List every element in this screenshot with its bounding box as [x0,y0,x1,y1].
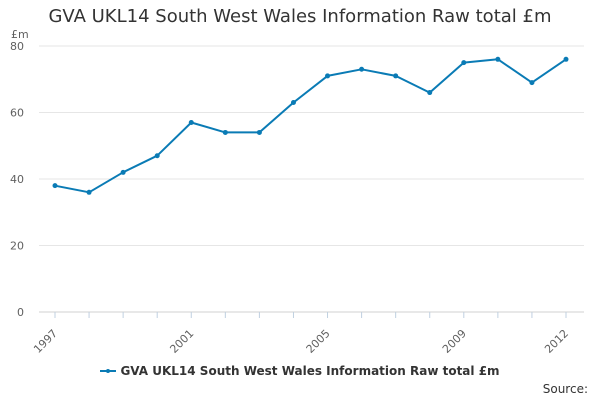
y-tick-label: 60 [10,107,24,120]
data-point [495,56,501,62]
data-point [120,169,126,175]
data-point [52,183,58,189]
data-point [461,60,467,66]
x-tick-label: 2012 [542,327,571,356]
data-point [86,189,92,195]
x-tick-label: 2005 [304,327,333,356]
legend-line-marker-icon [100,366,117,376]
legend-label: GVA UKL14 South West Wales Information R… [120,364,500,378]
y-axis-unit-label: £m [11,28,29,41]
legend-item-series[interactable]: GVA UKL14 South West Wales Information R… [100,364,500,378]
series-layer [52,56,569,195]
data-point [256,129,262,135]
data-point [154,153,160,159]
y-tick-label: 0 [17,306,24,319]
series-line [54,58,567,194]
y-tick-label: 80 [10,40,24,53]
y-tick-label: 20 [10,240,24,253]
y-tick-label: 40 [10,173,24,186]
data-point [427,90,433,96]
axes: 0 20 40 60 80 1997 2001 2005 2009 2012 [10,40,571,356]
data-point [393,73,399,79]
data-point [563,56,569,62]
data-point [290,100,296,106]
legend-swatch-dot [106,369,111,373]
grid-lines [39,45,584,313]
x-tick-label: 1997 [31,327,60,356]
data-point [188,119,194,125]
data-point [529,80,535,86]
x-tick-label: 2009 [440,327,469,356]
source-label[interactable]: Source: [542,382,588,396]
data-point [359,66,365,72]
data-point [222,129,228,135]
chart-title: GVA UKL14 South West Wales Information R… [48,6,552,27]
x-tick-label: 2001 [167,327,196,356]
data-point [325,73,331,79]
legend: GVA UKL14 South West Wales Information R… [0,364,600,379]
